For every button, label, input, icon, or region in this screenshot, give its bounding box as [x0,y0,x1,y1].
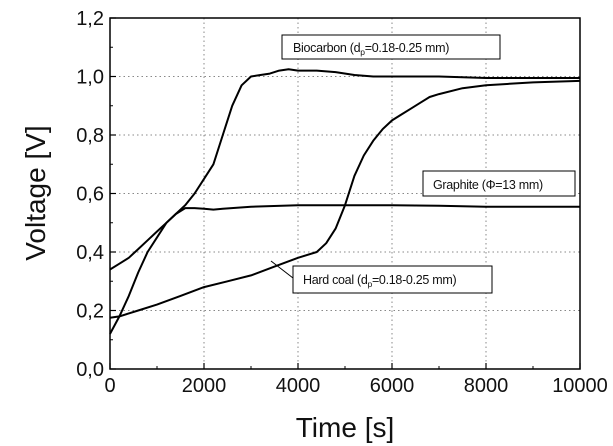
annotation-hard-coal-box [292,265,493,294]
y-tick-label: 0,6 [76,184,104,206]
annotation-graphite-box [422,170,576,197]
annotation-hard-coal-pointer [270,260,294,279]
series-graphite-line [109,204,580,335]
x-tick-label: 4000 [276,375,321,397]
annotation-hard-coal-text: Hard coal (dp=0.18-0.25 mm) [303,273,456,289]
y-tick-label: 0,0 [76,359,104,381]
y-tick-label: 0,2 [76,301,104,323]
y-axis-title: Voltage [V] [20,125,51,260]
y-tick-label: 1,2 [76,8,104,30]
x-tick-label: 10000 [552,375,608,397]
annotation-biocarbon: Biocarbon (dp=0.18-0.25 mm) [281,34,501,60]
series-hard-coal-line [109,79,581,319]
annotation-biocarbon-text: Biocarbon (dp=0.18-0.25 mm) [293,41,449,57]
y-tick-label: 0,4 [76,242,104,264]
annotation-graphite: Graphite (Φ=13 mm) [422,170,576,197]
x-axis: 0 2000 4000 6000 8000 10000 [104,363,608,397]
y-axis: 0,0 0,2 0,4 0,6 0,8 1,0 1,2 [76,8,116,381]
x-tick-label: 2000 [182,375,227,397]
annotation-hard-coal: Hard coal (dp=0.18-0.25 mm) [270,260,493,294]
x-tick-label: 0 [104,375,115,397]
x-tick-label: 8000 [464,375,509,397]
y-tick-label: 0,8 [76,125,104,147]
annotation-graphite-text: Graphite (Φ=13 mm) [433,178,543,192]
y-tick-label: 1,0 [76,67,104,89]
x-axis-title: Time [s] [296,412,395,443]
x-tick-label: 6000 [370,375,415,397]
annotation-biocarbon-box [281,34,501,60]
series-biocarbon-line [109,68,580,271]
series-lines [109,68,581,335]
